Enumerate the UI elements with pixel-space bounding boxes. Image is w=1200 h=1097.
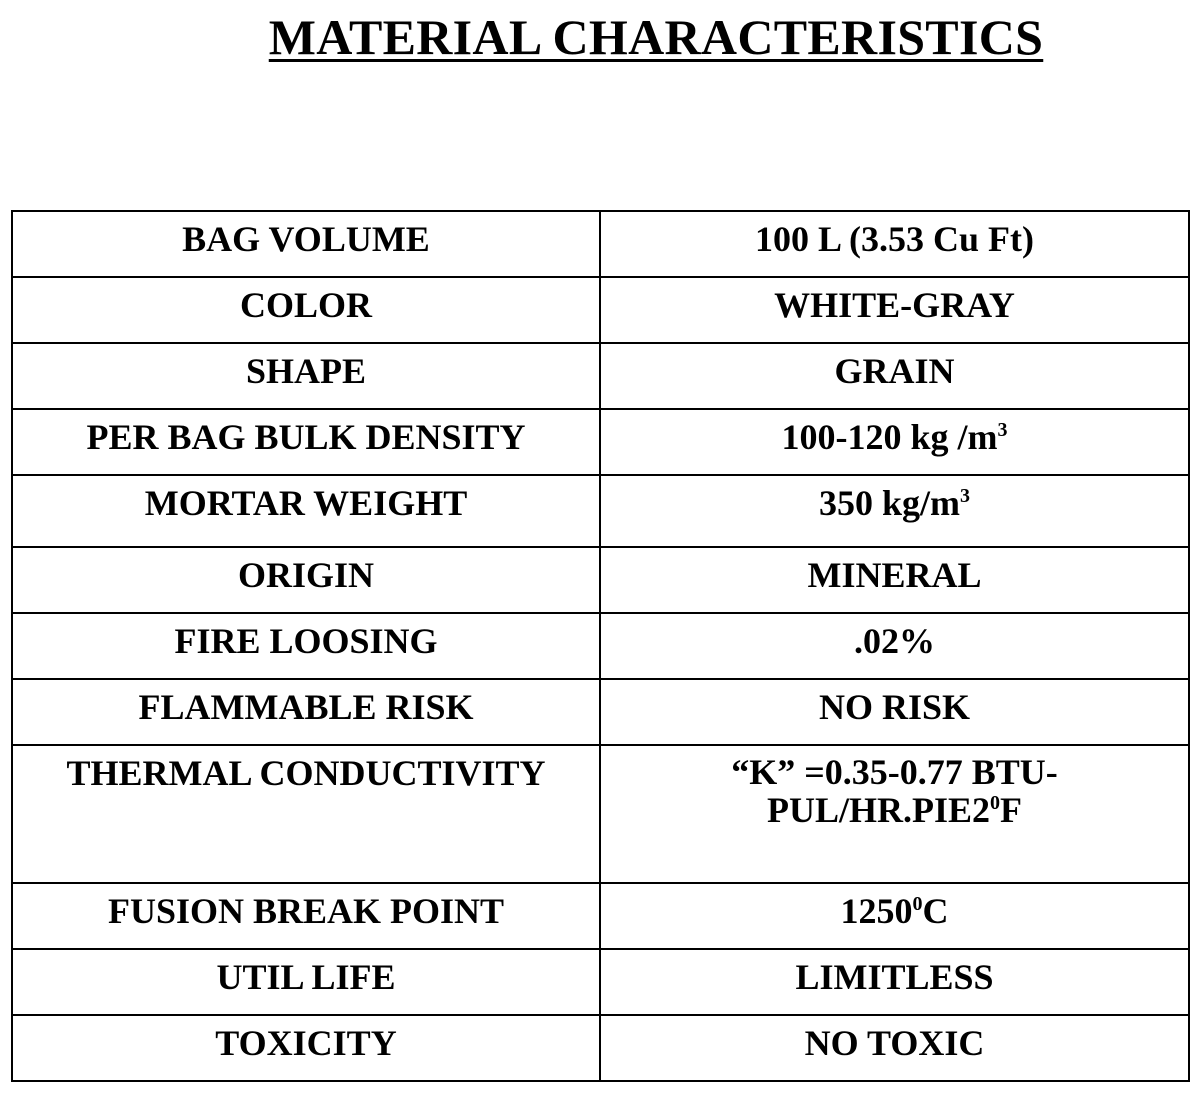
- value-cell: LIMITLESS: [599, 948, 1190, 1016]
- property-cell: FUSION BREAK POINT: [11, 882, 601, 950]
- property-cell: THERMAL CONDUCTIVITY: [11, 744, 601, 884]
- value-cell: 100 L (3.53 Cu Ft): [599, 210, 1190, 278]
- property-cell: COLOR: [11, 276, 601, 344]
- property-cell: BAG VOLUME: [11, 210, 601, 278]
- property-cell: FLAMMABLE RISK: [11, 678, 601, 746]
- table-row: TOXICITY NO TOXIC: [11, 1014, 1190, 1082]
- value-text: 1250: [840, 891, 913, 931]
- table-row: BAG VOLUME 100 L (3.53 Cu Ft): [11, 210, 1190, 278]
- table-row: ORIGIN MINERAL: [11, 546, 1190, 614]
- property-cell: MORTAR WEIGHT: [11, 474, 601, 548]
- value-cell: 350 kg/m3: [599, 474, 1190, 548]
- value-superscript: 0: [990, 792, 1000, 814]
- value-text: 100-120 kg /m: [781, 417, 998, 457]
- table-row: FLAMMABLE RISK NO RISK: [11, 678, 1190, 746]
- material-characteristics-table: BAG VOLUME 100 L (3.53 Cu Ft) COLOR WHIT…: [11, 210, 1190, 1082]
- property-cell: FIRE LOOSING: [11, 612, 601, 680]
- property-cell: TOXICITY: [11, 1014, 601, 1082]
- table-row: SHAPE GRAIN: [11, 342, 1190, 410]
- property-cell: SHAPE: [11, 342, 601, 410]
- document-title: MATERIAL CHARACTERISTICS: [268, 9, 1044, 65]
- table-row: MORTAR WEIGHT 350 kg/m3: [11, 474, 1190, 548]
- table-row: COLOR WHITE-GRAY: [11, 276, 1190, 344]
- table-row: UTIL LIFE LIMITLESS: [11, 948, 1190, 1016]
- value-cell: GRAIN: [599, 342, 1190, 410]
- value-cell: .02%: [599, 612, 1190, 680]
- value-superscript: 3: [960, 485, 970, 507]
- value-superscript: 3: [997, 419, 1008, 441]
- value-cell: “K” =0.35-0.77 BTU-PUL/HR.PIE20F: [599, 744, 1190, 884]
- property-cell: PER BAG BULK DENSITY: [11, 408, 601, 476]
- value-text: 350 kg/m: [818, 483, 960, 523]
- value-superscript: 0: [912, 893, 923, 915]
- property-cell: ORIGIN: [11, 546, 601, 614]
- value-cell: NO TOXIC: [599, 1014, 1190, 1082]
- property-cell: UTIL LIFE: [11, 948, 601, 1016]
- value-unit: C: [922, 891, 949, 931]
- table-row: THERMAL CONDUCTIVITY “K” =0.35-0.77 BTU-…: [11, 744, 1190, 884]
- table-row: FUSION BREAK POINT 12500C: [11, 882, 1190, 950]
- value-cell: MINERAL: [599, 546, 1190, 614]
- value-cell: NO RISK: [599, 678, 1190, 746]
- value-text: “K” =0.35-0.77 BTU-PUL/HR.PIE2: [731, 752, 1058, 830]
- table-row: FIRE LOOSING .02%: [11, 612, 1190, 680]
- value-cell: WHITE-GRAY: [599, 276, 1190, 344]
- value-cell: 100-120 kg /m3: [599, 408, 1190, 476]
- value-unit: F: [1000, 790, 1022, 830]
- table-row: PER BAG BULK DENSITY 100-120 kg /m3: [11, 408, 1190, 476]
- value-cell: 12500C: [599, 882, 1190, 950]
